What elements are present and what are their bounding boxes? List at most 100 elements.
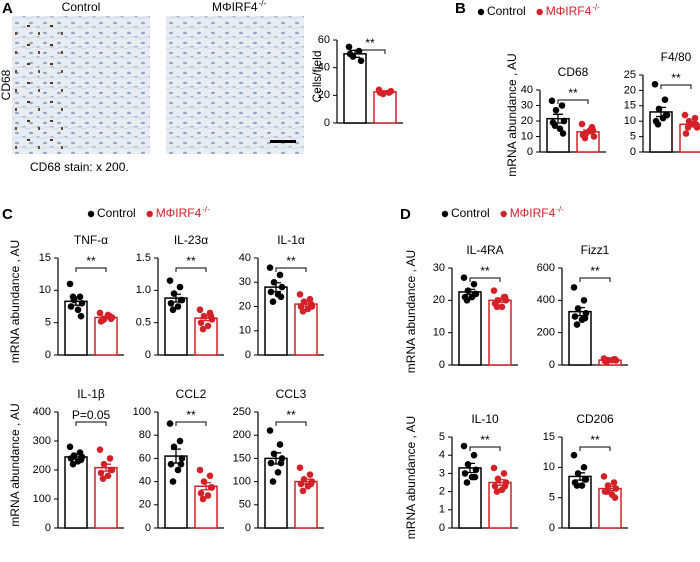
data-point [107,466,115,474]
significance-bracket [175,421,207,426]
data-point [603,488,611,495]
data-point [464,287,472,294]
data-point [571,313,579,320]
data-point [199,325,207,333]
data-point [589,127,597,134]
data-point [169,306,177,314]
y-tick-label: 20 [239,300,251,312]
data-point [177,460,185,468]
legend-label: Control [97,206,136,220]
y-tick-label: 40 [521,84,533,96]
data-point [197,489,205,497]
data-point [612,485,620,492]
y-tick-label: 60 [139,452,151,464]
data-point [167,299,175,307]
data-point [611,356,619,363]
y-tick-label: 20 [318,89,330,101]
data-point [169,478,177,485]
y-tick-label: 0 [145,349,151,361]
data-point [581,134,589,142]
micrograph-knockout [166,16,304,154]
legend-marker [441,210,449,218]
significance-label: ** [590,433,600,447]
legend-marker [477,8,485,16]
legend-label: MΦIRF4 [546,4,592,18]
y-tick-label: 250 [233,406,251,418]
scale-bar [270,140,296,143]
y-tick-label: 10 [433,327,445,339]
data-point [270,450,278,458]
chart-title: IL-1α [277,233,305,247]
image-label: Control [62,0,101,14]
data-point [355,47,363,55]
y-tick-label: 5 [630,131,636,143]
y-tick-label: 30 [433,262,445,274]
y-tick-label: 100 [33,493,51,505]
data-point [472,466,480,474]
y-tick-label: 1 [439,504,445,516]
panel-label: A [2,0,13,17]
y-tick-label: 200 [537,327,555,339]
bar [343,53,367,124]
data-point [66,280,74,288]
y-tick-label: 0 [549,522,555,534]
data-point [78,299,86,307]
data-point [570,284,578,291]
significance-label: P=0.05 [72,408,111,422]
data-point [493,303,501,311]
data-point [200,478,208,485]
significance-bracket [175,267,207,272]
data-point [578,120,586,128]
significance-bracket [354,49,386,54]
data-point [376,89,384,96]
panel-label: C [2,206,13,223]
y-tick-label: 10 [521,130,533,142]
y-tick-label: 0 [324,117,330,129]
y-tick-label: 0 [245,349,251,361]
data-point [604,482,612,489]
data-point [306,471,314,478]
data-point [299,308,307,315]
y-tick-label: 100 [133,406,151,418]
significance-label: ** [480,433,490,447]
data-point [204,492,212,499]
y-tick-label: 20 [139,499,151,511]
y-tick-label: 50 [239,499,251,511]
significance-bracket [275,267,307,272]
data-point [560,117,568,125]
y-tick-label: 5 [45,317,51,329]
data-point [304,305,312,313]
data-point [277,459,285,467]
data-point [174,466,182,474]
data-point [684,124,692,131]
data-point [267,459,275,467]
data-point [573,321,581,328]
y-tick-label: 15 [543,431,555,443]
legend-label-sup: -/- [556,205,564,214]
data-point [464,461,472,468]
image-side-label: CD68 [0,69,13,100]
significance-label: ** [671,71,681,85]
y-tick-label: 400 [537,294,555,306]
data-point [199,495,207,503]
significance-bracket [75,267,107,272]
chart-title: F4/80 [661,50,692,64]
data-point [590,133,598,140]
data-point [207,312,215,320]
significance-label: ** [480,264,490,278]
data-point [691,114,699,122]
y-tick-label: 0 [245,522,251,534]
y-tick-label: 0.5 [136,317,151,329]
data-point [460,442,468,450]
significance-label: ** [186,254,196,268]
data-point [470,451,478,459]
data-point [491,482,499,490]
y-tick-label: 10 [39,284,51,296]
data-point [493,488,501,495]
significance-label: ** [86,254,96,268]
data-point [206,472,214,480]
data-point [580,297,588,304]
data-point [692,120,700,128]
y-tick-label: 200 [233,429,251,441]
data-point [77,456,85,464]
